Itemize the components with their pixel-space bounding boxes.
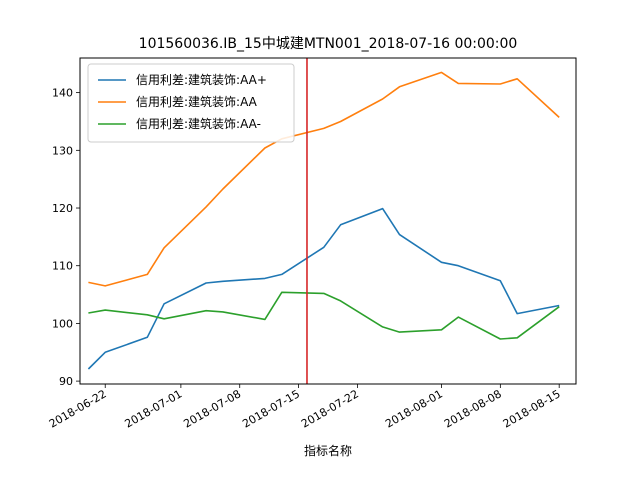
x-axis-label: 指标名称	[304, 443, 352, 458]
y-tick-label: 110	[52, 260, 73, 273]
y-tick-label: 140	[52, 87, 73, 100]
series-line-2	[88, 71, 560, 287]
series-line-3	[88, 291, 560, 340]
axes-frame	[79, 57, 577, 385]
y-tick-label: 120	[52, 202, 73, 215]
legend: 信用利差:建筑装饰:AA+ 信用利差:建筑装饰:AA 信用利差:建筑装饰:AA-	[87, 63, 295, 143]
plot-area	[87, 58, 560, 384]
series-line-1	[87, 207, 560, 370]
legend-box	[87, 63, 295, 143]
y-axis: 90 100 110 120 130 140	[52, 87, 80, 388]
chart-title: 101560036.IB_15中城建MTN001_2018-07-16 00:0…	[139, 36, 518, 52]
legend-label: 信用利差:建筑装饰:AA+	[136, 72, 267, 87]
legend-label: 信用利差:建筑装饰:AA	[136, 94, 258, 109]
y-tick-label: 100	[52, 317, 73, 330]
y-tick-label: 130	[52, 144, 73, 157]
y-tick-label: 90	[59, 375, 73, 388]
legend-label: 信用利差:建筑装饰:AA-	[136, 116, 261, 131]
